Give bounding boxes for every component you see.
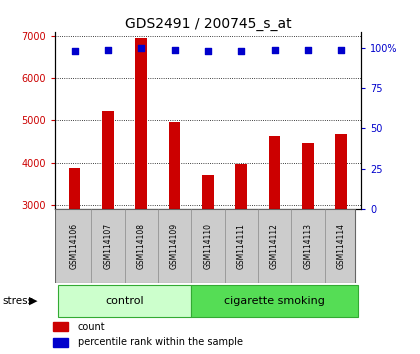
- Bar: [269, 136, 281, 209]
- Text: stress: stress: [2, 296, 33, 306]
- Bar: [52, 322, 68, 331]
- Point: [171, 47, 178, 52]
- Point: [71, 48, 78, 54]
- Point: [338, 47, 344, 52]
- FancyBboxPatch shape: [58, 285, 191, 317]
- Text: GSM114114: GSM114114: [337, 223, 346, 269]
- Point: [304, 47, 311, 52]
- Bar: [102, 111, 114, 209]
- Point: [238, 48, 244, 54]
- Point: [105, 47, 111, 52]
- Bar: [169, 122, 181, 209]
- Bar: [69, 168, 80, 209]
- Point: [138, 45, 144, 51]
- Bar: [336, 134, 347, 209]
- Text: GSM114112: GSM114112: [270, 223, 279, 269]
- Bar: [135, 38, 147, 209]
- Text: GSM114110: GSM114110: [203, 223, 213, 269]
- Text: GSM114106: GSM114106: [70, 223, 79, 269]
- Text: control: control: [105, 296, 144, 306]
- Text: percentile rank within the sample: percentile rank within the sample: [78, 337, 243, 348]
- Bar: [235, 164, 247, 209]
- Text: GSM114113: GSM114113: [303, 223, 312, 269]
- Title: GDS2491 / 200745_s_at: GDS2491 / 200745_s_at: [125, 17, 291, 31]
- Text: cigarette smoking: cigarette smoking: [224, 296, 325, 306]
- Point: [205, 48, 211, 54]
- Text: GSM114111: GSM114111: [237, 223, 246, 269]
- Bar: [52, 338, 68, 347]
- FancyBboxPatch shape: [191, 285, 358, 317]
- Text: GSM114108: GSM114108: [137, 223, 146, 269]
- Text: GSM114109: GSM114109: [170, 223, 179, 269]
- Text: count: count: [78, 321, 105, 332]
- Text: ▶: ▶: [29, 296, 37, 306]
- Text: GSM114107: GSM114107: [103, 223, 113, 269]
- Bar: [302, 143, 314, 209]
- Point: [271, 47, 278, 52]
- Bar: [202, 175, 214, 209]
